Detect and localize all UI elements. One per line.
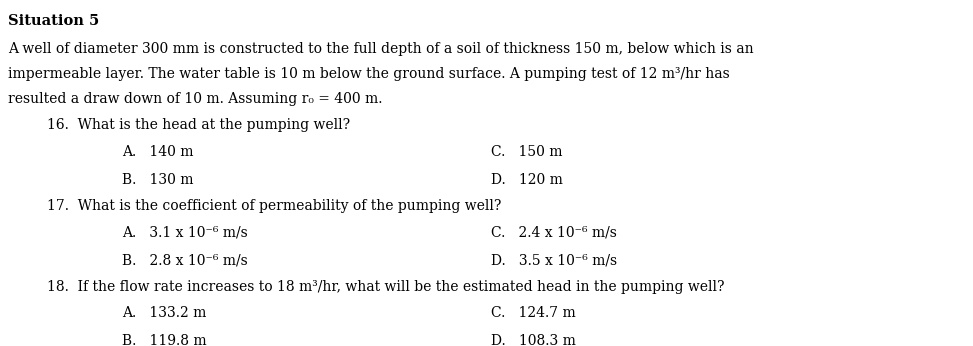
Text: Situation 5: Situation 5 <box>8 14 99 28</box>
Text: B.   119.8 m: B. 119.8 m <box>122 334 206 346</box>
Text: 18.  If the flow rate increases to 18 m³/hr, what will be the estimated head in : 18. If the flow rate increases to 18 m³/… <box>47 280 724 294</box>
Text: A well of diameter 300 mm is constructed to the full depth of a soil of thicknes: A well of diameter 300 mm is constructed… <box>8 43 753 56</box>
Text: resulted a draw down of 10 m. Assuming r₀ = 400 m.: resulted a draw down of 10 m. Assuming r… <box>8 92 382 106</box>
Text: D.   108.3 m: D. 108.3 m <box>491 334 576 346</box>
Text: D.   120 m: D. 120 m <box>491 173 563 187</box>
Text: 17.  What is the coefficient of permeability of the pumping well?: 17. What is the coefficient of permeabil… <box>47 199 501 213</box>
Text: C.   124.7 m: C. 124.7 m <box>491 306 576 320</box>
Text: C.   150 m: C. 150 m <box>491 145 562 158</box>
Text: C.   2.4 x 10⁻⁶ m/s: C. 2.4 x 10⁻⁶ m/s <box>491 225 617 239</box>
Text: B.   2.8 x 10⁻⁶ m/s: B. 2.8 x 10⁻⁶ m/s <box>122 254 247 268</box>
Text: A.   3.1 x 10⁻⁶ m/s: A. 3.1 x 10⁻⁶ m/s <box>122 225 247 239</box>
Text: D.   3.5 x 10⁻⁶ m/s: D. 3.5 x 10⁻⁶ m/s <box>491 254 618 268</box>
Text: 16.  What is the head at the pumping well?: 16. What is the head at the pumping well… <box>47 118 350 133</box>
Text: impermeable layer. The water table is 10 m below the ground surface. A pumping t: impermeable layer. The water table is 10… <box>8 67 730 81</box>
Text: A.   133.2 m: A. 133.2 m <box>122 306 206 320</box>
Text: B.   130 m: B. 130 m <box>122 173 193 187</box>
Text: A.   140 m: A. 140 m <box>122 145 193 158</box>
